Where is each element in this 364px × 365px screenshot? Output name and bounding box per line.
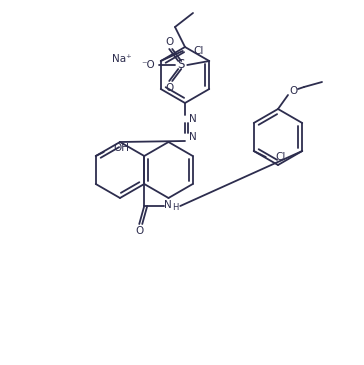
Text: N: N <box>189 114 197 124</box>
Text: O: O <box>289 86 297 96</box>
Text: N: N <box>165 200 172 210</box>
Text: Na⁺: Na⁺ <box>112 54 131 64</box>
Text: Cl: Cl <box>276 152 286 162</box>
Text: OH: OH <box>114 143 130 153</box>
Text: Cl: Cl <box>194 46 204 56</box>
Text: O: O <box>135 226 143 236</box>
Text: N: N <box>189 132 197 142</box>
Text: H: H <box>172 204 178 212</box>
Text: S: S <box>178 58 185 72</box>
Text: O: O <box>165 83 173 93</box>
Text: O: O <box>165 37 173 47</box>
Text: ⁻O: ⁻O <box>142 60 155 70</box>
